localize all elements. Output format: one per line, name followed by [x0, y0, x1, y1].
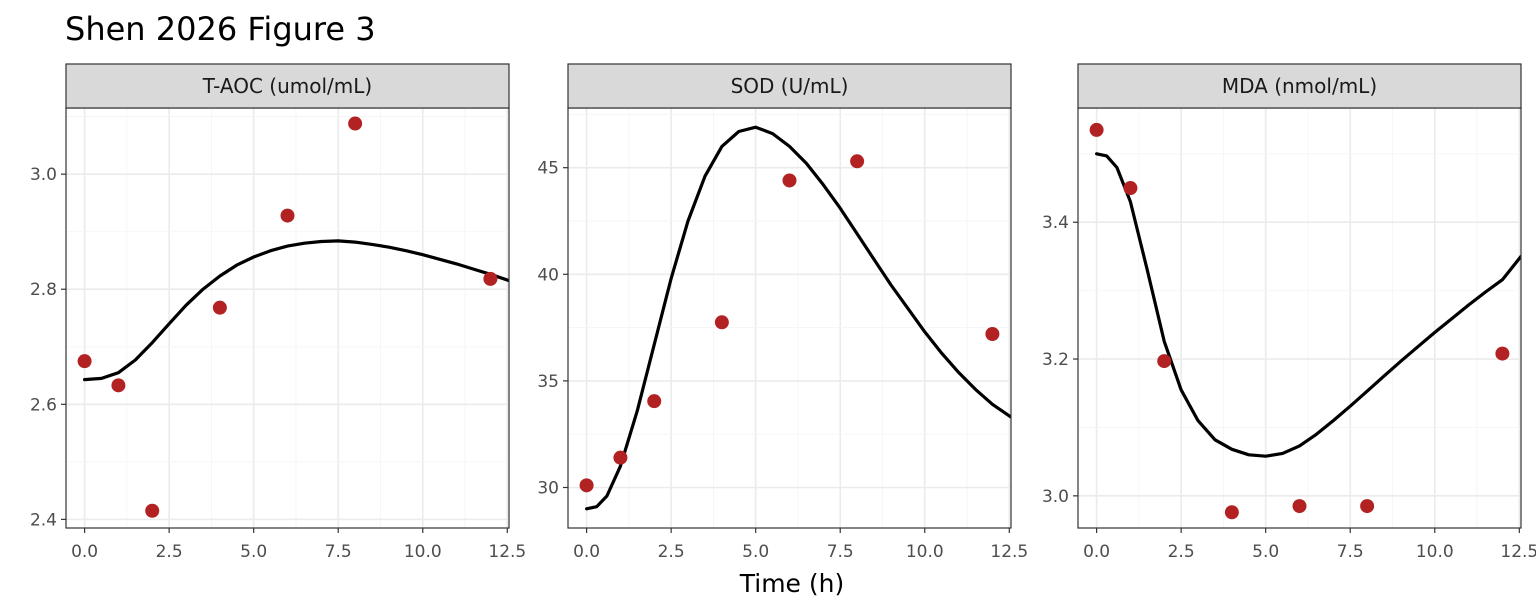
x-tick-label: 5.0: [1252, 542, 1279, 562]
y-tick-label: 40: [537, 265, 559, 285]
data-point: [1123, 181, 1138, 196]
x-tick-label: 0.0: [1083, 542, 1110, 562]
data-point: [483, 271, 498, 286]
data-point: [613, 450, 628, 465]
facet-strip: [567, 63, 1012, 109]
y-tick-label: 3.0: [1042, 487, 1069, 507]
fitted-curve: [82, 239, 509, 382]
facet-strip: [65, 63, 510, 109]
y-tick-label: 3.2: [1042, 350, 1069, 370]
y-tick-label: 35: [537, 372, 559, 392]
panel-2: SOD (U/mL) 30 35 40 45 0.0 2.5 5.0 7.5 10.0 12.5: [537, 63, 1028, 562]
data-point: [1495, 346, 1510, 361]
panel-3: MDA (nmol/mL) 3.0 3.2 3.4 0.0 2.5 5.0 7.5 10.0 12…: [1042, 63, 1536, 562]
data-point: [579, 478, 594, 493]
fitted-curve: [1094, 152, 1521, 458]
data-point: [280, 208, 295, 223]
panel-1: T-AOC (umol/mL) 2.4 2.6 2.8 3.0 0.0 2.5 5.0 7.5 1…: [30, 63, 526, 562]
x-tick-label: 2.5: [1168, 542, 1195, 562]
y-tick-label: 30: [537, 478, 559, 498]
data-point: [1224, 505, 1239, 520]
plot-background: [66, 108, 509, 528]
data-point: [1292, 499, 1307, 514]
fitted-curve: [584, 125, 1011, 511]
data-point: [985, 326, 1000, 341]
facet-strip: [1077, 63, 1522, 109]
y-tick-label: 3.4: [1042, 213, 1069, 233]
x-tick-label: 12.5: [1500, 542, 1536, 562]
plot-background: [568, 108, 1011, 528]
y-tick-label: 45: [537, 159, 559, 179]
x-tick-label: 5.0: [742, 542, 769, 562]
data-point: [782, 173, 797, 188]
panels: T-AOC (umol/mL) 2.4 2.6 2.8 3.0 0.0 2.5 5.0 7.5 1…: [30, 63, 1536, 562]
x-tick-label: 0.0: [71, 542, 98, 562]
plot-background: [1078, 108, 1521, 528]
data-point: [111, 378, 126, 393]
y-tick-label: 2.4: [30, 510, 57, 530]
y-tick-label: 2.8: [30, 280, 57, 300]
chart-title: Shen 2026 Figure 3: [65, 10, 376, 48]
x-axis-label: Time (h): [739, 569, 844, 598]
data-point: [647, 394, 662, 409]
data-point: [1157, 354, 1172, 369]
facet-label: T-AOC (umol/mL): [202, 74, 372, 98]
x-tick-label: 2.5: [658, 542, 685, 562]
x-tick-label: 7.5: [827, 542, 854, 562]
x-tick-label: 7.5: [325, 542, 352, 562]
facet-label: SOD (U/mL): [731, 74, 849, 98]
data-point: [1360, 499, 1375, 514]
x-tick-label: 2.5: [156, 542, 183, 562]
x-tick-label: 0.0: [573, 542, 600, 562]
x-tick-label: 10.0: [404, 542, 442, 562]
data-point: [212, 300, 227, 315]
x-tick-label: 7.5: [1337, 542, 1364, 562]
x-tick-label: 12.5: [488, 542, 526, 562]
data-point: [348, 116, 363, 131]
data-point: [850, 154, 865, 169]
y-tick-label: 2.6: [30, 395, 57, 415]
data-point: [77, 354, 92, 369]
x-tick-label: 5.0: [240, 542, 267, 562]
data-point: [1089, 122, 1104, 137]
data-point: [714, 315, 729, 330]
y-tick-label: 3.0: [30, 165, 57, 185]
data-point: [145, 503, 160, 518]
x-tick-label: 10.0: [906, 542, 944, 562]
x-tick-label: 12.5: [990, 542, 1028, 562]
x-tick-label: 10.0: [1416, 542, 1454, 562]
facet-label: MDA (nmol/mL): [1222, 74, 1377, 98]
